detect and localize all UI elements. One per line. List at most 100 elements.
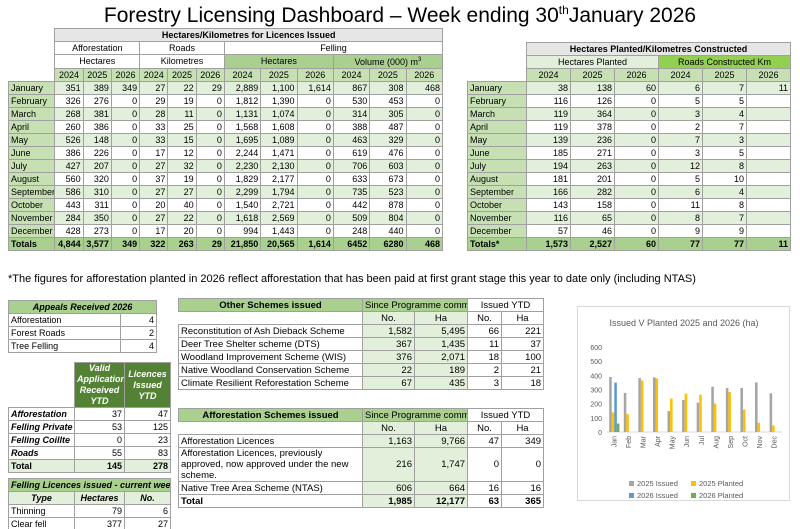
- table-row: Native Tree Area Scheme (NTAS) 606 664 16 16: [178, 481, 545, 495]
- table-cell: 0: [110, 94, 141, 108]
- table-row: Afforestation Licences 1,163 9,766 47 349: [178, 434, 545, 448]
- table-cell: [745, 146, 792, 160]
- table-cell: 7: [702, 120, 747, 134]
- table-row: January 351 389 349 27 22 29 2,889 1,100 1,614 867…: [7, 81, 444, 95]
- table-cell: 0: [614, 224, 659, 238]
- table-row: March 119 364 0 3 4: [467, 107, 792, 121]
- table-cell: 2,299: [223, 185, 262, 199]
- table-cell: 2026: [405, 68, 444, 82]
- table-cell: 311: [82, 198, 112, 212]
- table-cell: 194: [526, 159, 571, 173]
- table-cell: 2,130: [260, 159, 298, 173]
- table-cell: 2: [658, 120, 703, 134]
- table-cell: 0: [405, 146, 444, 160]
- table-cell: 22: [167, 211, 197, 225]
- table-cell: 442: [332, 198, 371, 212]
- table-cell: 0: [74, 433, 125, 447]
- table-row: April 119 378 0 2 7: [467, 120, 792, 134]
- bar: [609, 376, 612, 432]
- table-cell: 60: [614, 237, 659, 251]
- bar: [757, 422, 761, 432]
- bar: [711, 386, 714, 432]
- table-row: Native Woodland Conservation Scheme 22 189…: [178, 363, 545, 377]
- table-cell: 0: [405, 198, 444, 212]
- column-header: Valid Applications Received YTD: [74, 362, 125, 408]
- table-cell: 1,471: [260, 146, 298, 160]
- table-cell: September: [467, 185, 527, 199]
- table-cell: July: [467, 159, 527, 173]
- table-cell: 273: [82, 224, 112, 238]
- table-cell: 1,829: [223, 172, 262, 186]
- table-cell: 349: [501, 434, 545, 448]
- table-cell: 148: [82, 133, 112, 147]
- table-cell: 2026: [745, 68, 792, 82]
- table-cell: 158: [570, 198, 615, 212]
- table-cell: 63: [467, 494, 503, 508]
- group-header: Since Programme commenced: [361, 298, 469, 312]
- column-header: Type: [8, 491, 75, 505]
- table-cell: 55: [74, 446, 125, 460]
- bar: [684, 393, 688, 432]
- table-cell: May: [7, 133, 56, 147]
- legend-swatch: [691, 493, 696, 498]
- bar: [696, 402, 700, 432]
- table-cell: 145: [74, 459, 125, 473]
- legend-label: 2026 Planted: [699, 491, 743, 500]
- table-cell: 46: [570, 224, 615, 238]
- bar: [616, 423, 620, 432]
- table-row: June 185 271 0 3 5: [467, 146, 792, 160]
- sub-header: Volume (000) m3: [332, 54, 444, 69]
- table-cell: October: [7, 198, 56, 212]
- table-row: Felling Private 53 125: [8, 420, 171, 434]
- table-cell: 633: [332, 172, 371, 186]
- table-cell: 326: [54, 94, 84, 108]
- table-cell: 9: [658, 224, 703, 238]
- table-cell: 0: [501, 447, 545, 482]
- table-cell: 2024: [658, 68, 703, 82]
- table-cell: June: [7, 146, 56, 160]
- table-row: Thinning 79 6: [8, 504, 172, 518]
- table-cell: 47: [467, 434, 503, 448]
- table-cell: 0: [110, 146, 141, 160]
- table-cell: 1,568: [223, 120, 262, 134]
- table-cell: 364: [570, 107, 615, 121]
- table-cell: 17: [139, 146, 169, 160]
- table-cell: 27: [139, 185, 169, 199]
- table-cell: 116: [526, 211, 571, 225]
- y-tick-label: 600: [590, 345, 602, 352]
- table-cell: 427: [54, 159, 84, 173]
- table-cell: 5: [658, 94, 703, 108]
- column-header: Ha: [413, 311, 469, 325]
- table-cell: 673: [369, 172, 407, 186]
- table-cell: 2025: [82, 68, 112, 82]
- table-row: December 57 46 0 9 9: [467, 224, 792, 238]
- table-row: September 166 282 0 6 4: [467, 185, 792, 199]
- table-cell: 119: [526, 120, 571, 134]
- applications-table: Valid Applications Received YTDLicences …: [8, 362, 171, 473]
- sub-header: Kilometres: [139, 54, 225, 69]
- table-cell: 57: [526, 224, 571, 238]
- table-cell: 2024: [223, 68, 262, 82]
- x-tick-label: Apr: [655, 435, 662, 447]
- table-cell: 2,569: [260, 211, 298, 225]
- table-cell: 29: [195, 237, 225, 251]
- table-cell: 12: [658, 159, 703, 173]
- table-cell: 0: [614, 94, 659, 108]
- table-cell: Afforestation: [8, 407, 75, 421]
- table-cell: November: [467, 211, 527, 225]
- bar: [699, 394, 702, 432]
- table-cell: 0: [405, 107, 444, 121]
- table-cell: 320: [82, 172, 112, 186]
- table-cell: 664: [413, 481, 469, 495]
- table-cell: 19: [167, 172, 197, 186]
- table-cell: 1,614: [296, 81, 334, 95]
- bar: [638, 378, 641, 432]
- title-sup: th: [558, 3, 569, 17]
- table-cell: 7: [702, 211, 747, 225]
- table-cell: 4,844: [54, 237, 84, 251]
- table-cell: 3,577: [82, 237, 112, 251]
- table-cell: 2024: [332, 68, 371, 82]
- appeals-table: Appeals Received 2026 Afforestation 4 Fore…: [8, 300, 157, 353]
- table-cell: 236: [570, 133, 615, 147]
